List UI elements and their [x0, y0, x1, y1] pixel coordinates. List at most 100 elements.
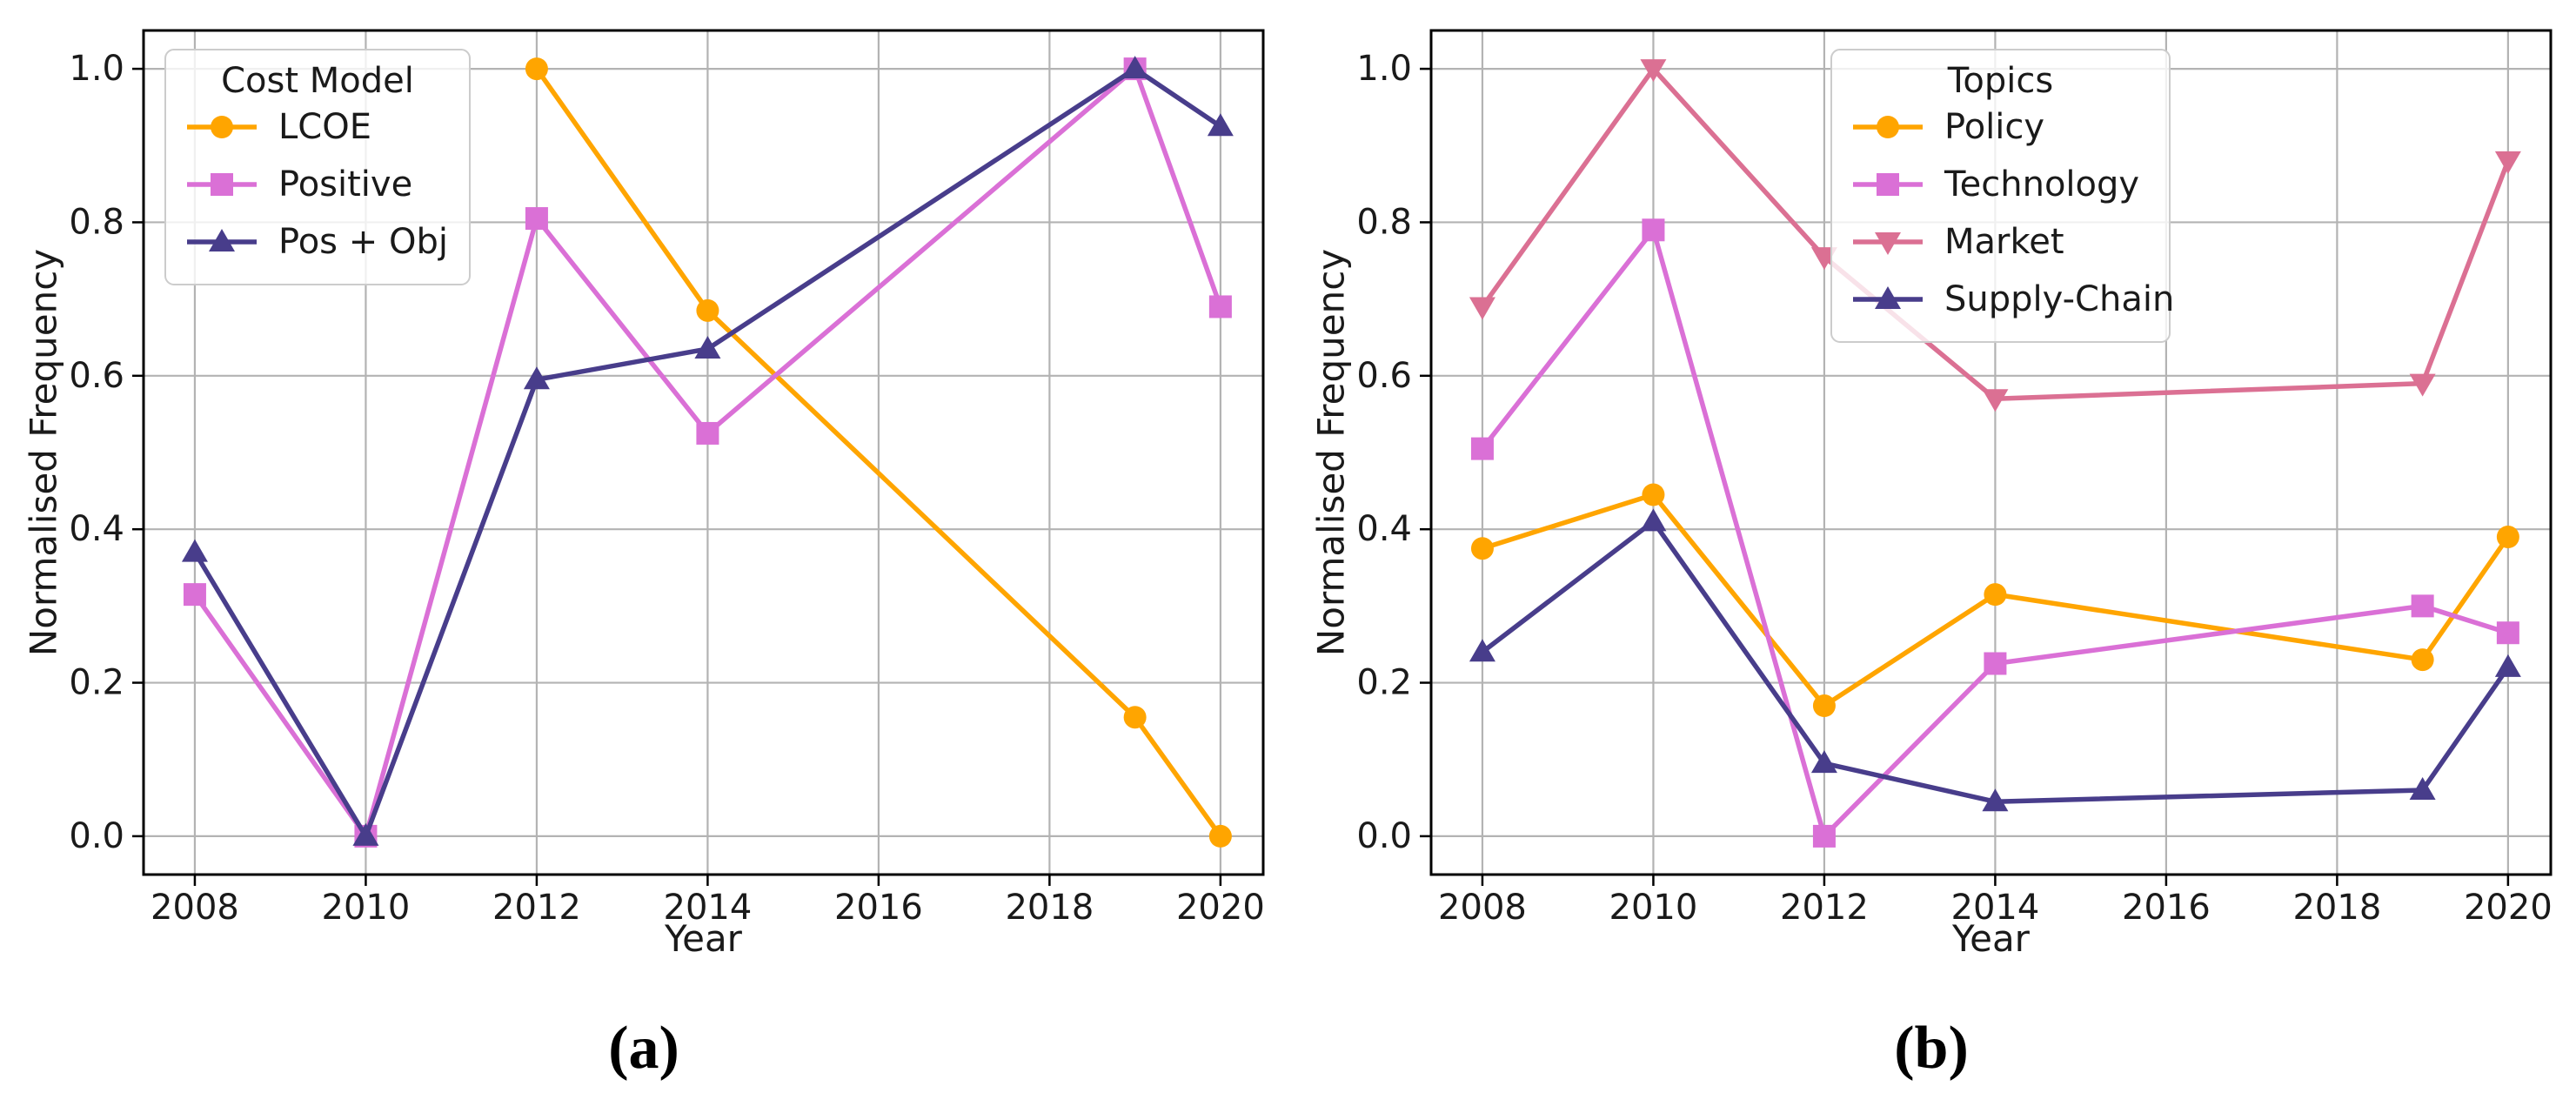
- legend-item-positive: Positive: [187, 164, 412, 204]
- x-axis-label: Year: [1951, 917, 2031, 960]
- marker-supply-chain-2010: [1640, 508, 1667, 532]
- legend-label-pos-obj: Pos + Obj: [278, 222, 448, 262]
- legend-marker-lcoe: [211, 116, 233, 138]
- legend: Cost Model LCOE Positive Pos + Obj: [164, 49, 471, 285]
- line-chart-a: 2008 2010 2012 2014 2016 2018 2020 0.0 0.2 0.4 0.6…: [23, 29, 1265, 960]
- x-tick-label-2016: 2016: [2122, 888, 2211, 928]
- marker-market-2019: [2409, 373, 2436, 397]
- legend-item-technology: Technology: [1853, 164, 2139, 204]
- marker-positive-2008: [183, 583, 206, 607]
- x-tick-label-2008: 2008: [151, 888, 239, 928]
- legend-marker-market: [1875, 232, 1901, 255]
- y-tick-label-0.8: 0.8: [69, 202, 124, 242]
- marker-lcoe-2014: [696, 298, 719, 322]
- legend-label-positive: Positive: [278, 164, 412, 204]
- marker-supply-chain-2014: [1982, 788, 2009, 812]
- y-tick-label-0.2: 0.2: [69, 663, 124, 703]
- y-tick-label-0.4: 0.4: [1356, 509, 1412, 549]
- marker-positive-2012: [525, 207, 548, 231]
- legend-label-policy: Policy: [1944, 107, 2044, 147]
- legend-box: [164, 49, 471, 285]
- charts-row: 2008 2010 2012 2014 2016 2018 2020 0.0 0.2 0.4 0.6…: [0, 0, 2575, 1079]
- marker-technology-2010: [1642, 218, 1665, 242]
- series-pos-obj: [181, 56, 1234, 846]
- marker-technology-2019: [2411, 594, 2434, 618]
- y-tick-label-0.0: 0.0: [69, 816, 124, 856]
- plot-frame: [1429, 29, 2553, 876]
- marker-policy-2012: [1812, 694, 1836, 717]
- marker-lcoe-2019: [1123, 706, 1147, 729]
- marker-technology-2008: [1470, 437, 1494, 460]
- marker-market-2020: [2494, 151, 2521, 174]
- y-axis-label: Normalised Frequency: [1310, 249, 1353, 656]
- legend-title: Cost Model: [221, 61, 414, 101]
- marker-supply-chain-2012: [1810, 750, 1837, 774]
- series-line-lcoe: [534, 66, 1223, 839]
- legend-label-lcoe: LCOE: [278, 107, 371, 147]
- marker-policy-2020: [2496, 526, 2519, 548]
- y-tick-label-0.0: 0.0: [1356, 816, 1412, 856]
- marker-technology-2012: [1812, 824, 1836, 848]
- marker-pos-obj-2008: [181, 539, 208, 562]
- legend-item-supply-chain: Supply-Chain: [1853, 279, 2174, 319]
- x-tick-label-2018: 2018: [2292, 888, 2381, 928]
- legend-item-pos-obj: Pos + Obj: [187, 222, 448, 262]
- line-chart-b: 2008 2010 2012 2014 2016 2018 2020 0.0 0.2 0.4 0.6…: [1310, 29, 2553, 960]
- x-tick-label-2020: 2020: [1176, 888, 1265, 928]
- marker-policy-2019: [2411, 648, 2434, 672]
- x-tick-label-2010: 2010: [1609, 888, 1698, 928]
- x-tick-label-2012: 2012: [1780, 888, 1869, 928]
- subfigure-label-a: (a): [608, 1015, 679, 1082]
- legend-item-policy: Policy: [1853, 107, 2044, 147]
- x-tick-label-2012: 2012: [492, 888, 581, 928]
- x-tick-label-2010: 2010: [322, 888, 411, 928]
- y-tick-label-0.6: 0.6: [69, 356, 124, 396]
- chart-panel-a: 2008 2010 2012 2014 2016 2018 2020 0.0 0.2 0.4 0.6…: [0, 0, 1288, 1079]
- y-tick-label-1.0: 1.0: [69, 49, 124, 89]
- series-policy: [1470, 483, 2519, 717]
- marker-lcoe-2012: [525, 57, 548, 81]
- y-tick-label-0.6: 0.6: [1356, 356, 1412, 396]
- marker-supply-chain-2020: [2494, 654, 2521, 677]
- marker-positive-2014: [696, 421, 719, 445]
- series-supply-chain: [1469, 508, 2521, 812]
- marker-pos-obj-2014: [694, 335, 721, 359]
- legend-label-market: Market: [1944, 222, 2064, 262]
- legend-marker-positive: [211, 173, 233, 196]
- legend-label-supply-chain: Supply-Chain: [1944, 279, 2174, 319]
- y-axis-label: Normalised Frequency: [23, 249, 65, 656]
- chart-panel-b: 2008 2010 2012 2014 2016 2018 2020 0.0 0.2 0.4 0.6…: [1288, 0, 2575, 1079]
- marker-supply-chain-2008: [1469, 639, 1495, 662]
- x-tick-label-2018: 2018: [1005, 888, 1094, 928]
- marker-market-2010: [1640, 59, 1667, 83]
- marker-market-2014: [1982, 389, 2009, 412]
- marker-supply-chain-2019: [2409, 777, 2436, 800]
- marker-lcoe-2020: [1208, 824, 1232, 848]
- legend-marker-policy: [1877, 116, 1899, 138]
- marker-positive-2020: [1208, 295, 1232, 318]
- marker-pos-obj-2019: [1121, 56, 1148, 79]
- legend-marker-technology: [1877, 173, 1899, 196]
- legend-item-market: Market: [1853, 222, 2064, 262]
- marker-technology-2020: [2496, 621, 2519, 645]
- marker-pos-obj-2020: [1207, 113, 1234, 137]
- series-lcoe: [525, 57, 1232, 848]
- legend-title: Topics: [1947, 61, 2053, 101]
- marker-market-2008: [1469, 297, 1495, 320]
- marker-technology-2014: [1984, 652, 2007, 675]
- x-tick-label-2014: 2014: [664, 888, 753, 928]
- series-line-technology: [1480, 227, 2511, 839]
- y-tick-label-0.2: 0.2: [1356, 663, 1412, 703]
- marker-pos-obj-2010: [352, 822, 379, 846]
- x-axis-label: Year: [664, 917, 743, 960]
- series-technology: [1470, 218, 2519, 848]
- marker-policy-2010: [1642, 483, 1665, 506]
- x-tick-label-2014: 2014: [1951, 888, 2040, 928]
- legend-box: [1830, 49, 2171, 343]
- series-line-pos-obj: [192, 66, 1223, 839]
- marker-pos-obj-2012: [523, 366, 550, 390]
- x-tick-label-2008: 2008: [1438, 888, 1527, 928]
- legend: Topics Policy Technology Market Supply-Chain: [1830, 49, 2174, 343]
- legend-item-lcoe: LCOE: [187, 107, 371, 147]
